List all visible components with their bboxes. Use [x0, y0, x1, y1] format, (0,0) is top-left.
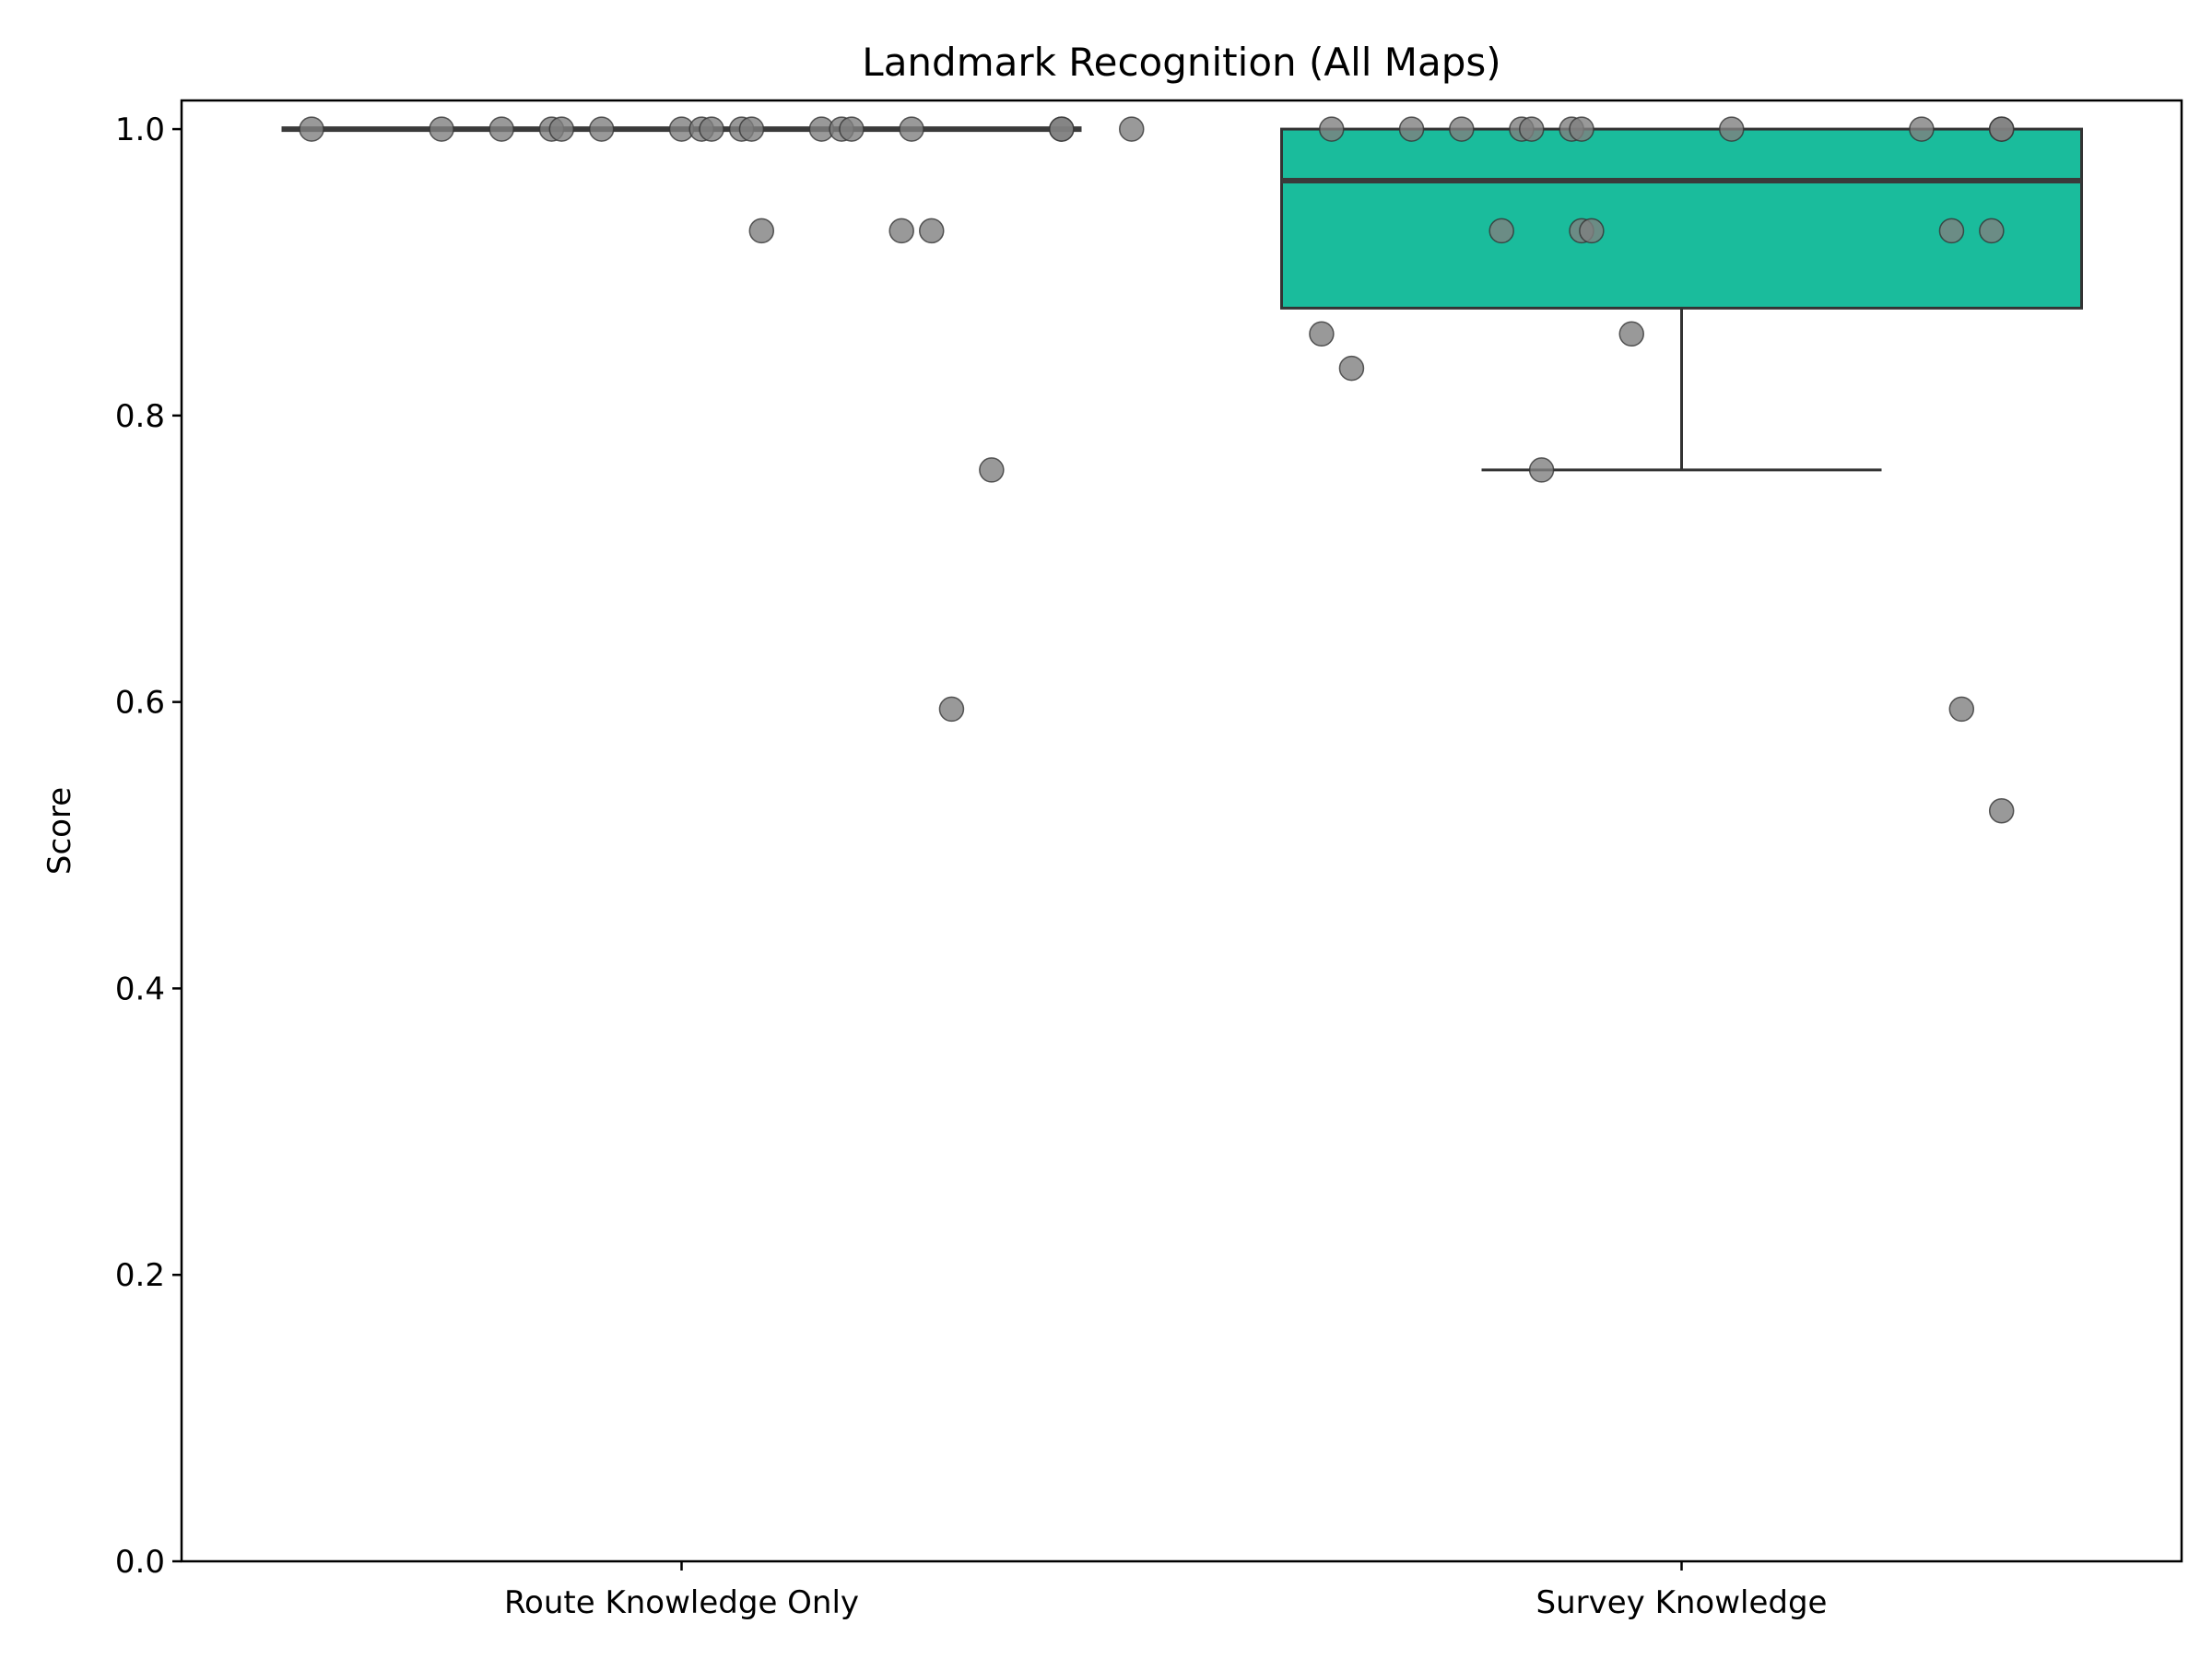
- data-point: [938, 696, 965, 723]
- y-tick-label: 0.2: [115, 1257, 165, 1294]
- data-point: [429, 116, 454, 142]
- data-point: [1519, 116, 1545, 142]
- data-point: [1398, 116, 1425, 142]
- y-axis-label: Score: [41, 787, 78, 875]
- y-tick-label: 0.0: [115, 1544, 165, 1581]
- data-point: [1618, 321, 1644, 347]
- data-point: [699, 116, 724, 142]
- data-point: [839, 116, 865, 142]
- data-point: [1319, 116, 1345, 142]
- data-point: [299, 116, 324, 142]
- data-point: [888, 218, 914, 244]
- data-point: [1938, 218, 1965, 244]
- y-tick-label: 0.4: [115, 971, 165, 1007]
- data-point: [1569, 116, 1594, 142]
- x-tick-label: Survey Knowledge: [1536, 1584, 1828, 1621]
- points-layer: [299, 116, 2015, 824]
- data-point: [1049, 116, 1075, 142]
- y-tick-label: 0.6: [115, 685, 165, 722]
- data-point: [1988, 797, 2015, 824]
- data-point: [899, 116, 924, 142]
- data-point: [1988, 116, 2015, 142]
- x-tick-label: Route Knowledge Only: [504, 1584, 859, 1621]
- data-point: [1948, 696, 1975, 723]
- data-point: [1979, 218, 2005, 244]
- data-point: [979, 457, 1005, 483]
- data-point: [1449, 116, 1475, 142]
- data-point: [738, 116, 765, 142]
- data-point: [1719, 116, 1745, 142]
- data-point: [1488, 218, 1514, 244]
- data-point: [748, 218, 775, 244]
- y-axis: 0.0 0.2 0.4 0.6 0.8 1.0: [115, 112, 182, 1581]
- data-point: [1338, 355, 1365, 382]
- chart-title: Landmark Recognition (All Maps): [862, 40, 1500, 85]
- data-point: [488, 116, 514, 142]
- x-axis: Route Knowledge Only Survey Knowledge: [504, 1561, 1828, 1621]
- data-point: [1528, 457, 1555, 483]
- data-point: [1119, 116, 1145, 142]
- data-point: [1309, 321, 1335, 347]
- data-point: [919, 218, 945, 244]
- y-tick-label: 0.8: [115, 398, 165, 435]
- box-body: [1280, 127, 2083, 310]
- plot-frame: [180, 99, 2183, 1563]
- data-point: [588, 116, 615, 142]
- data-point: [548, 116, 575, 142]
- data-point: [1909, 116, 1935, 142]
- data-point: [1579, 218, 1605, 244]
- y-tick-label: 1.0: [115, 112, 165, 148]
